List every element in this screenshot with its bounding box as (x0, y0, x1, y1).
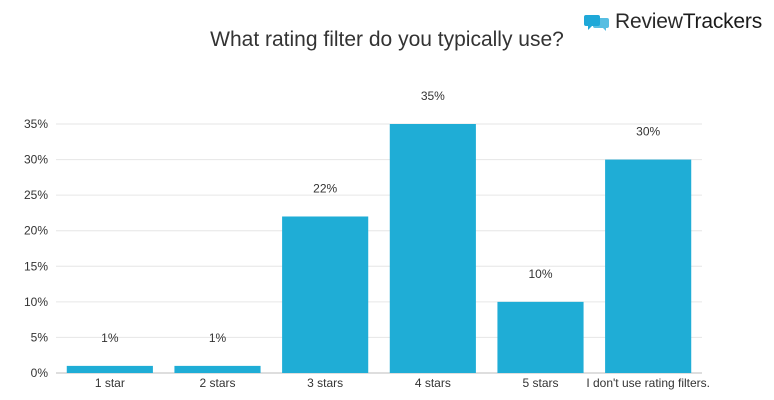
bar (174, 365, 261, 373)
bar (282, 216, 369, 373)
chart-title: What rating filter do you typically use? (210, 28, 564, 51)
bar (389, 124, 476, 373)
y-tick-label: 15% (24, 259, 48, 273)
data-label: 1% (101, 331, 119, 345)
bar (497, 301, 584, 373)
brand-name: ReviewTrackers (615, 10, 762, 34)
data-label: 30% (636, 125, 660, 139)
x-tick-label: 3 stars (307, 376, 343, 390)
x-tick-label: I don't use rating filters. (586, 376, 710, 390)
x-tick-label: 4 stars (415, 376, 451, 390)
brand-logo: ReviewTrackers (584, 10, 762, 34)
brand-name-part1: Review (615, 10, 683, 33)
brand-name-part2: Trackers (682, 10, 762, 33)
y-tick-label: 35% (24, 117, 48, 131)
y-tick-label: 0% (31, 366, 49, 380)
data-label: 10% (528, 267, 552, 281)
x-tick-label: 2 stars (199, 376, 235, 390)
chat-bubbles-icon (584, 15, 610, 31)
bar (66, 365, 153, 373)
data-label: 35% (421, 89, 445, 103)
y-tick-label: 20% (24, 224, 48, 238)
y-tick-label: 5% (31, 330, 49, 344)
data-label: 22% (313, 181, 337, 195)
y-tick-label: 25% (24, 188, 48, 202)
bar (605, 159, 692, 373)
y-tick-label: 30% (24, 153, 48, 167)
data-label: 1% (209, 331, 227, 345)
x-tick-label: 5 stars (522, 376, 558, 390)
x-tick-label: 1 star (95, 376, 125, 390)
y-tick-label: 10% (24, 295, 48, 309)
